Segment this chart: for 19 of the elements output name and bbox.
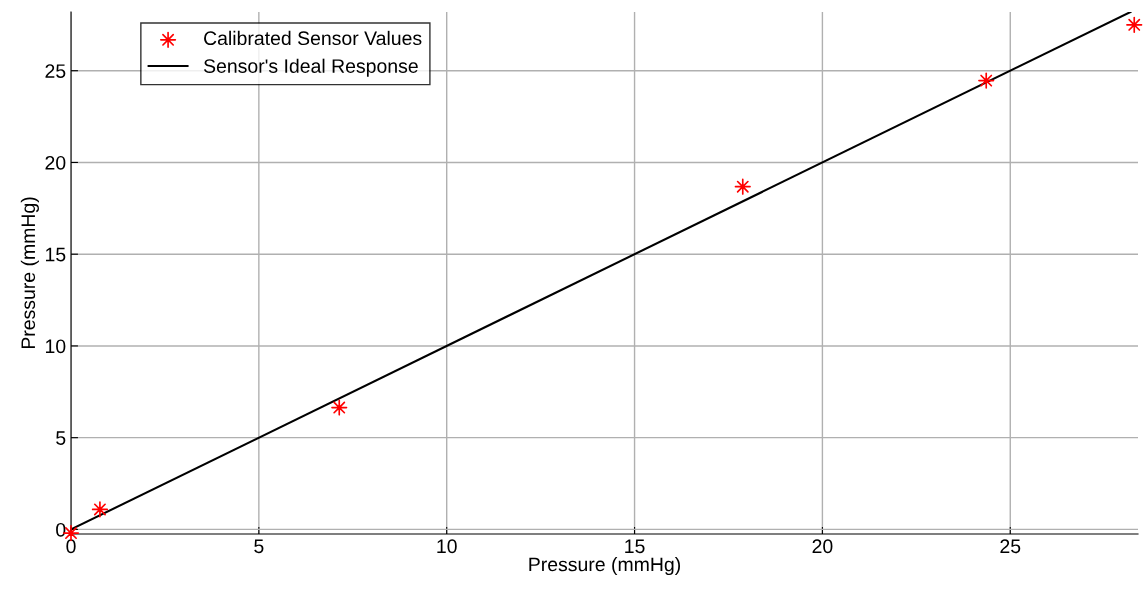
x-tick-label: 10: [437, 539, 457, 554]
x-axis-title: Pressure (mmHg): [529, 556, 680, 576]
x-tick-label: 15: [625, 539, 645, 554]
y-tick-label: 15: [46, 247, 66, 262]
legend-label: Calibrated Sensor Values: [204, 30, 422, 46]
point: [978, 72, 995, 89]
y-tick-label: 0: [56, 522, 66, 537]
legend-label: Sensor's Ideal Response: [203, 58, 418, 77]
x-tick-label: 5: [254, 539, 264, 554]
y-tick-label: 10: [46, 339, 66, 354]
x-tick-label: 25: [1000, 539, 1021, 554]
x-tick-label: 0: [66, 539, 76, 554]
y-axis-title: Pressure (mmHg): [20, 197, 39, 349]
x-tick-label: 20: [812, 539, 833, 554]
y-tick-label: 5: [56, 431, 66, 445]
y-tick-label: 20: [45, 155, 66, 170]
y-tick-label: 25: [45, 64, 66, 78]
point: [1126, 16, 1143, 33]
point: [734, 178, 751, 195]
